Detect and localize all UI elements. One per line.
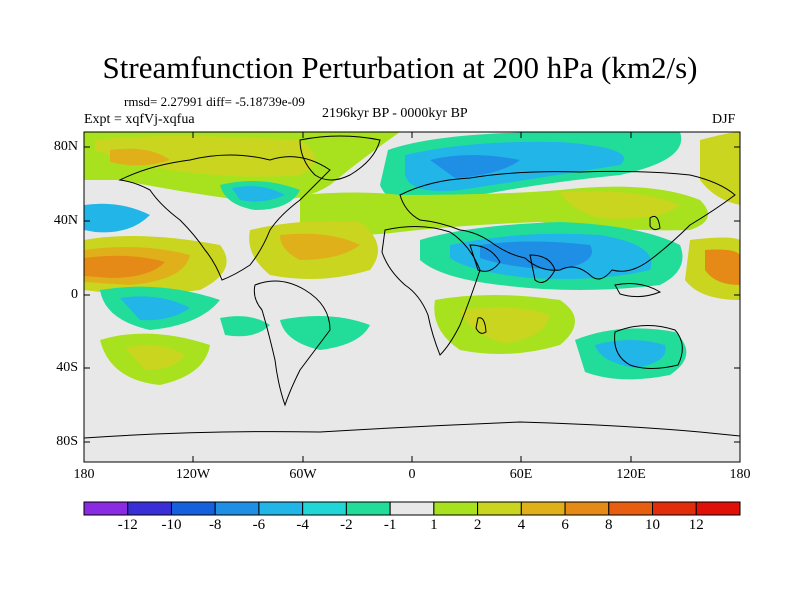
lat-label-80s: 80S: [56, 434, 78, 449]
colorbar-label: -1: [383, 517, 397, 533]
colorbar-label: -12: [117, 517, 138, 533]
lon-label-180e: 180: [729, 467, 751, 482]
colorbar-label: 10: [645, 517, 661, 533]
lon-label-0: 0: [408, 467, 416, 482]
colorbar-box: [477, 501, 522, 516]
colorbar-box: [214, 501, 260, 516]
colorbar-box: [564, 501, 610, 516]
experiment-label: Expt = xqfVj-xqfua: [84, 112, 195, 127]
lat-label-80n: 80N: [53, 139, 78, 154]
colorbar-label: 2: [473, 517, 482, 533]
period-label: 2196kyr BP - 0000kyr BP: [322, 106, 468, 121]
contour-fields: [84, 132, 740, 385]
colorbar-box: [302, 501, 347, 516]
axis-ticks: [84, 132, 740, 462]
lon-label-120e: 120E: [616, 467, 646, 482]
season-label: DJF: [712, 112, 736, 127]
colorbar-box: [345, 501, 391, 516]
stats-label: rmsd= 2.27991 diff= -5.18739e-09: [124, 94, 305, 109]
colorbar-label: -4: [296, 517, 309, 533]
colorbar-label: 1: [430, 517, 438, 533]
colorbar-label: -10: [161, 517, 182, 533]
colorbar-box: [608, 501, 654, 516]
colorbar: [83, 501, 741, 516]
colorbar-box: [520, 501, 566, 516]
colorbar-box: [170, 501, 216, 516]
colorbar-label: 8: [605, 517, 613, 533]
lon-label-60e: 60E: [509, 467, 533, 482]
colorbar-label: 4: [517, 517, 526, 533]
lat-label-40n: 40N: [53, 213, 78, 228]
colorbar-box: [258, 501, 304, 516]
colorbar-label: -2: [340, 517, 353, 533]
colorbar-box: [127, 501, 172, 516]
colorbar-label: 12: [688, 517, 704, 533]
colorbar-label: -8: [208, 517, 222, 533]
chart-title: Streamfunction Perturbation at 200 hPa (…: [102, 50, 698, 85]
colorbar-box: [695, 501, 741, 516]
colorbar-box: [652, 501, 697, 516]
colorbar-label: 6: [561, 517, 569, 533]
colorbar-box: [389, 501, 435, 516]
lat-label-40s: 40S: [56, 360, 78, 375]
lon-label-120w: 120W: [175, 467, 211, 482]
colorbar-box: [433, 501, 479, 516]
lat-label-0: 0: [71, 287, 78, 302]
coastlines: [84, 135, 740, 439]
lon-label-180w: 180: [73, 467, 95, 482]
lon-label-60w: 60W: [289, 467, 317, 482]
colorbar-label: -6: [252, 517, 266, 533]
colorbar-box: [83, 501, 129, 516]
